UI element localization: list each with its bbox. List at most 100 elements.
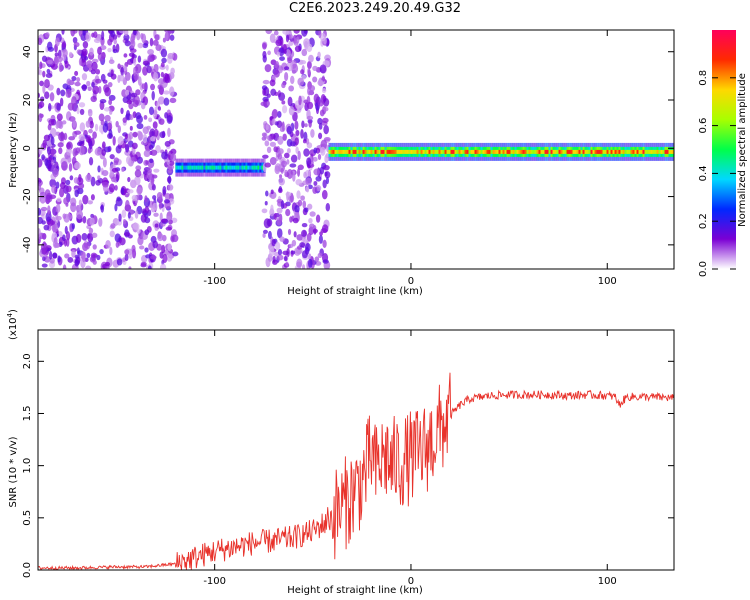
heatmap-cell: [370, 149, 373, 154]
heatmap-cell: [267, 50, 271, 56]
heatmap-cell: [112, 34, 118, 40]
heatmap-cell: [434, 149, 437, 154]
heatmap-cell: [614, 149, 617, 154]
heatmap-cell: [50, 147, 55, 158]
heatmap-cell: [38, 182, 42, 191]
heatmap-cell: [325, 176, 330, 185]
heatmap-cell: [438, 149, 441, 154]
heatmap-cell: [272, 109, 278, 116]
heatmap-cell: [299, 60, 307, 65]
heatmap-cell: [151, 176, 155, 187]
heatmap-cell: [49, 194, 57, 200]
heatmap-cell: [280, 200, 285, 210]
heatmap-cell: [113, 39, 118, 45]
heatmap-cell: [322, 117, 329, 124]
heatmap-cell: [292, 172, 296, 182]
heatmap-cell: [290, 154, 298, 163]
heatmap-cell: [170, 67, 175, 75]
heatmap-cell: [59, 182, 66, 190]
heatmap-cell: [480, 149, 483, 154]
heatmap-cell: [262, 233, 266, 238]
heatmap-cell: [154, 223, 159, 228]
heatmap-cell: [167, 169, 172, 174]
heatmap-cell: [115, 120, 119, 128]
heatmap-cell: [562, 149, 565, 154]
heatmap-cell: [304, 207, 309, 213]
heatmap-cell: [147, 48, 155, 55]
heatmap-cell: [308, 226, 314, 236]
heatmap-cell: [360, 149, 363, 154]
heatmap-cell: [664, 149, 667, 154]
heatmap-cell: [125, 156, 132, 165]
heatmap-cell: [147, 167, 152, 174]
heatmap-cell: [191, 165, 194, 170]
heatmap-cell: [158, 118, 165, 125]
heatmap-cell: [313, 93, 320, 103]
heatmap-cell: [64, 253, 70, 259]
heatmap-cell: [636, 149, 639, 154]
heatmap-cell: [143, 149, 151, 158]
heatmap-cell: [66, 147, 72, 156]
spectrogram-x-tick-label: -100: [203, 276, 226, 287]
heatmap-cell: [336, 149, 339, 154]
heatmap-cell: [166, 115, 173, 124]
heatmap-cell: [114, 203, 118, 212]
heatmap-cell: [144, 247, 149, 253]
heatmap-cell: [95, 78, 102, 84]
heatmap-cell: [255, 165, 258, 170]
heatmap-cell: [91, 58, 99, 64]
heatmap-cell: [275, 241, 281, 251]
heatmap-cell: [66, 237, 70, 247]
heatmap-cell: [73, 41, 80, 48]
heatmap-cell: [46, 68, 51, 74]
heatmap-cell: [428, 149, 431, 154]
heatmap-cell: [325, 202, 331, 212]
heatmap-cell: [78, 57, 83, 66]
heatmap-cell: [142, 43, 149, 49]
heatmap-cell: [111, 167, 119, 173]
heatmap-cell: [201, 165, 204, 170]
heatmap-cell: [52, 240, 59, 249]
heatmap-cell: [262, 79, 270, 85]
heatmap-cell: [127, 189, 134, 194]
spectrogram-y-axis-label: Frequency (Hz): [8, 112, 19, 188]
heatmap-cell: [308, 217, 313, 224]
heatmap-cell: [274, 121, 279, 126]
heatmap-cell: [293, 231, 297, 238]
heatmap-cell: [624, 149, 627, 154]
heatmap-cell: [323, 98, 330, 107]
heatmap-cell: [167, 164, 175, 170]
heatmap-cell: [528, 149, 531, 154]
heatmap-cell: [154, 128, 159, 138]
heatmap-cell: [342, 149, 345, 154]
heatmap-cell: [61, 161, 68, 171]
heatmap-cell: [229, 165, 232, 170]
heatmap-cell: [524, 149, 527, 154]
heatmap-cell: [245, 165, 248, 170]
heatmap-cell: [269, 246, 275, 257]
heatmap-cell: [426, 149, 429, 154]
heatmap-cell: [68, 162, 73, 172]
heatmap-cell: [260, 101, 268, 107]
heatmap-cell: [56, 56, 63, 63]
heatmap-cell: [297, 199, 303, 207]
heatmap-cell: [322, 259, 329, 264]
heatmap-cell: [42, 70, 46, 78]
heatmap-cell: [88, 156, 94, 166]
heatmap-cell: [39, 80, 45, 87]
heatmap-cell: [167, 175, 172, 185]
heatmap-cell: [394, 149, 397, 154]
snr-y-multiplier: (x104): [6, 309, 19, 340]
snr-y-axis-label: SNR (10 * v/v): [8, 436, 19, 507]
heatmap-cell: [273, 30, 279, 36]
heatmap-cell: [70, 202, 77, 213]
heatmap-cell: [92, 244, 97, 250]
heatmap-cell: [317, 51, 321, 59]
heatmap-cell: [114, 233, 121, 243]
heatmap-cell: [313, 147, 318, 154]
heatmap-cell: [153, 168, 160, 173]
heatmap-cell: [167, 52, 175, 60]
heatmap-cell: [82, 194, 89, 205]
heatmap-cell: [279, 174, 283, 179]
heatmap-cell: [414, 149, 417, 154]
